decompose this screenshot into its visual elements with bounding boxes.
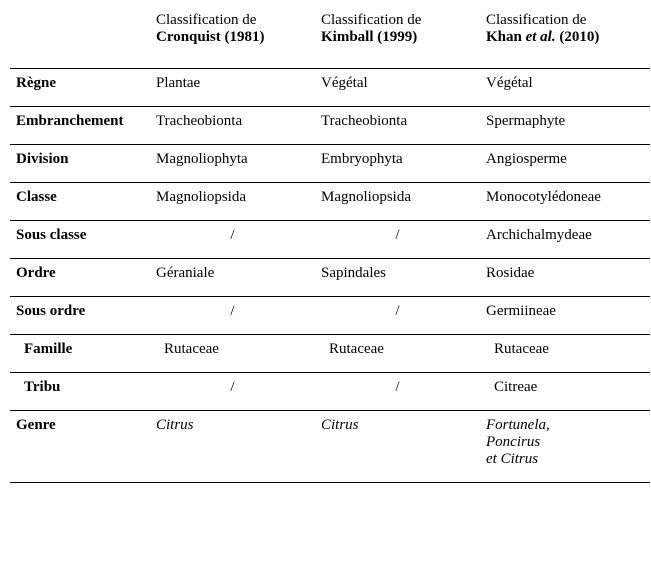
table-header-row: Classification de Cronquist (1981) Class…: [10, 8, 650, 69]
row-cell: /: [315, 221, 480, 259]
row-cell: Magnoliophyta: [150, 145, 315, 183]
table-row: OrdreGéranialeSapindalesRosidae: [10, 259, 650, 297]
row-rank: Règne: [10, 69, 150, 107]
row-cell: Tracheobionta: [315, 107, 480, 145]
row-cell: Archichalmydeae: [480, 221, 650, 259]
row-cell: Géraniale: [150, 259, 315, 297]
row-cell: /: [150, 373, 315, 411]
row-cell: Rutaceae: [315, 335, 480, 373]
row-cell: Plantae: [150, 69, 315, 107]
table-row: DivisionMagnoliophytaEmbryophytaAngiospe…: [10, 145, 650, 183]
table-row: ClasseMagnoliopsidaMagnoliopsidaMonocoty…: [10, 183, 650, 221]
row-cell: Rosidae: [480, 259, 650, 297]
classification-table-container: Classification de Cronquist (1981) Class…: [0, 0, 651, 491]
table-row: Sous ordre//Germiineae: [10, 297, 650, 335]
row-cell: Végétal: [480, 69, 650, 107]
row-cell: Embryophyta: [315, 145, 480, 183]
row-cell: Citrus: [315, 411, 480, 483]
table-row: EmbranchementTracheobiontaTracheobiontaS…: [10, 107, 650, 145]
row-cell: Germiineae: [480, 297, 650, 335]
row-rank: Division: [10, 145, 150, 183]
row-cell: Sapindales: [315, 259, 480, 297]
classification-table: Classification de Cronquist (1981) Class…: [10, 8, 650, 483]
header-author: Kimball (1999): [321, 29, 417, 45]
row-rank: Sous ordre: [10, 297, 150, 335]
row-cell: /: [150, 221, 315, 259]
row-cell: Rutaceae: [480, 335, 650, 373]
row-rank: Tribu: [10, 373, 150, 411]
row-rank: Ordre: [10, 259, 150, 297]
row-rank: Sous classe: [10, 221, 150, 259]
row-cell: Citreae: [480, 373, 650, 411]
row-cell: Tracheobionta: [150, 107, 315, 145]
table-body: RègnePlantaeVégétalVégétalEmbranchementT…: [10, 69, 650, 483]
row-cell: Magnoliopsida: [150, 183, 315, 221]
row-cell: Fortunela,Ponciruset Citrus: [480, 411, 650, 483]
row-cell: Magnoliopsida: [315, 183, 480, 221]
row-rank: Classe: [10, 183, 150, 221]
header-prefix: Classification de: [321, 12, 421, 28]
row-rank: Famille: [10, 335, 150, 373]
row-cell: Monocotylédoneae: [480, 183, 650, 221]
row-cell: Citrus: [150, 411, 315, 483]
header-prefix: Classification de: [486, 12, 586, 28]
row-cell: Angiosperme: [480, 145, 650, 183]
table-row: GenreCitrusCitrusFortunela,Ponciruset Ci…: [10, 411, 650, 483]
header-author: Khan et al. (2010): [486, 29, 599, 45]
row-rank: Genre: [10, 411, 150, 483]
header-author: Cronquist (1981): [156, 29, 265, 45]
table-row: Tribu//Citreae: [10, 373, 650, 411]
row-cell: /: [315, 297, 480, 335]
row-cell: /: [150, 297, 315, 335]
header-empty: [10, 8, 150, 69]
table-row: RègnePlantaeVégétalVégétal: [10, 69, 650, 107]
header-kimball: Classification de Kimball (1999): [315, 8, 480, 69]
row-rank: Embranchement: [10, 107, 150, 145]
row-cell: /: [315, 373, 480, 411]
header-prefix: Classification de: [156, 12, 256, 28]
table-row: FamilleRutaceaeRutaceaeRutaceae: [10, 335, 650, 373]
table-row: Sous classe//Archichalmydeae: [10, 221, 650, 259]
row-cell: Végétal: [315, 69, 480, 107]
row-cell: Spermaphyte: [480, 107, 650, 145]
header-khan: Classification de Khan et al. (2010): [480, 8, 650, 69]
row-cell: Rutaceae: [150, 335, 315, 373]
header-cronquist: Classification de Cronquist (1981): [150, 8, 315, 69]
